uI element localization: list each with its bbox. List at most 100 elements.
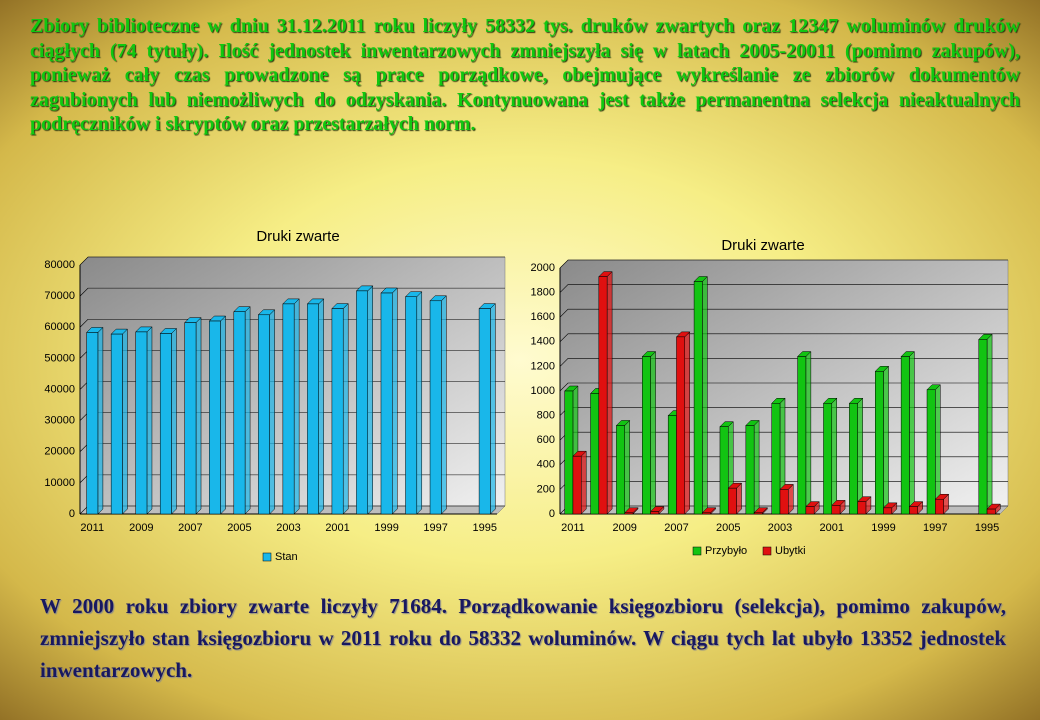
bar [282, 303, 295, 515]
bar-side [753, 419, 760, 515]
legend-label: Stan [275, 551, 298, 563]
y-tick-label: 1200 [531, 360, 555, 372]
grid-line [559, 284, 1008, 293]
chart: 0 200 400 600 800 1000 1200 1400 1600 1800 2000 Dru… [531, 237, 1009, 557]
y-tick-label: 1400 [531, 336, 555, 348]
legend-swatch [262, 552, 272, 562]
y-tick-label: 20000 [44, 446, 75, 458]
bar-side [342, 302, 349, 515]
bar [380, 292, 393, 515]
bar-side [293, 298, 300, 515]
y-tick-label: 200 [537, 483, 555, 495]
bar-side [935, 384, 941, 515]
x-tick-label: 2005 [227, 522, 251, 534]
grid-line [559, 308, 1008, 318]
bar-side [986, 333, 993, 515]
bar-side [416, 291, 423, 515]
bar [935, 498, 944, 515]
bar [719, 426, 729, 515]
bar-side [624, 419, 630, 515]
bar [771, 403, 781, 515]
bar [209, 320, 221, 515]
x-tick-label: 2001 [820, 522, 844, 534]
x-tick-label: 1995 [472, 522, 496, 534]
bar [986, 508, 996, 515]
y-tick-label: 1000 [531, 385, 555, 397]
bar-side [909, 350, 915, 515]
grid-line [559, 358, 1008, 367]
bar-side [171, 327, 177, 515]
x-tick-label: 2005 [716, 522, 740, 534]
bar [331, 308, 344, 515]
bar [676, 336, 686, 515]
bar [779, 489, 789, 515]
x-tick-label: 2011 [561, 522, 585, 534]
bar-side [805, 350, 812, 515]
bar [564, 390, 574, 515]
chart: 0 10000 20000 30000 40000 50000 60000 70000 8000… [44, 228, 506, 563]
bar [572, 455, 582, 515]
bar-side [97, 326, 104, 515]
bar [667, 415, 677, 515]
bar-side [367, 285, 373, 515]
x-tick-label: 2007 [664, 522, 688, 534]
bar [159, 333, 172, 515]
bar-side [650, 350, 656, 515]
bar [702, 512, 711, 515]
bar-side [441, 295, 447, 515]
grid-line [559, 333, 1008, 343]
bar-side [831, 397, 838, 515]
y-tick-label: 60000 [44, 321, 75, 333]
bar-side [736, 482, 742, 515]
x-tick-label: 2009 [612, 522, 636, 534]
bar-side [580, 450, 587, 515]
chart-title: Druki zwarte [256, 228, 339, 245]
x-tick-label: 1997 [923, 522, 947, 534]
bar [926, 389, 936, 515]
y-tick-label: 70000 [44, 290, 75, 302]
bar [307, 303, 319, 515]
bar [478, 308, 491, 515]
bar-side [392, 287, 398, 515]
bar [797, 356, 807, 515]
bar [86, 332, 99, 515]
bar [978, 339, 988, 515]
bar-side [702, 275, 708, 515]
bar [184, 322, 197, 515]
bar [900, 356, 910, 515]
bar [883, 507, 893, 515]
y-tick-label: 0 [69, 508, 75, 520]
x-tick-label: 1995 [975, 522, 999, 534]
x-tick-label: 2001 [325, 522, 349, 534]
paragraph: Zbiory biblioteczne w dniu 31.12.2011 ro… [30, 15, 1020, 135]
bar [831, 505, 841, 515]
bar [642, 356, 651, 515]
bar-side [490, 302, 496, 515]
x-tick-label: 1997 [423, 522, 447, 534]
x-tick-label: 1999 [871, 522, 895, 534]
bar [753, 512, 763, 515]
x-tick-label: 2009 [129, 522, 153, 534]
chart-title: Druki zwarte [721, 237, 804, 254]
bar [233, 311, 246, 515]
bar [874, 371, 884, 515]
y-tick-label: 600 [537, 434, 555, 446]
y-tick-label: 1600 [531, 311, 555, 323]
bar-side [857, 397, 863, 515]
bar [650, 511, 660, 515]
paragraph: W 2000 roku zbiory zwarte liczyły 71684.… [40, 594, 1006, 682]
bar [849, 403, 858, 515]
bar [135, 331, 148, 515]
x-tick-label: 2003 [768, 522, 792, 534]
legend-label: Przybyło [705, 545, 747, 557]
x-tick-label: 2003 [276, 522, 300, 534]
y-tick-label: 2000 [531, 262, 555, 274]
bar [405, 296, 418, 515]
grid-line [559, 259, 1008, 269]
bar [110, 333, 123, 515]
legend-swatch [692, 546, 702, 556]
legend-swatch [762, 546, 772, 556]
bar-side [146, 326, 153, 515]
bar-side [220, 315, 226, 515]
